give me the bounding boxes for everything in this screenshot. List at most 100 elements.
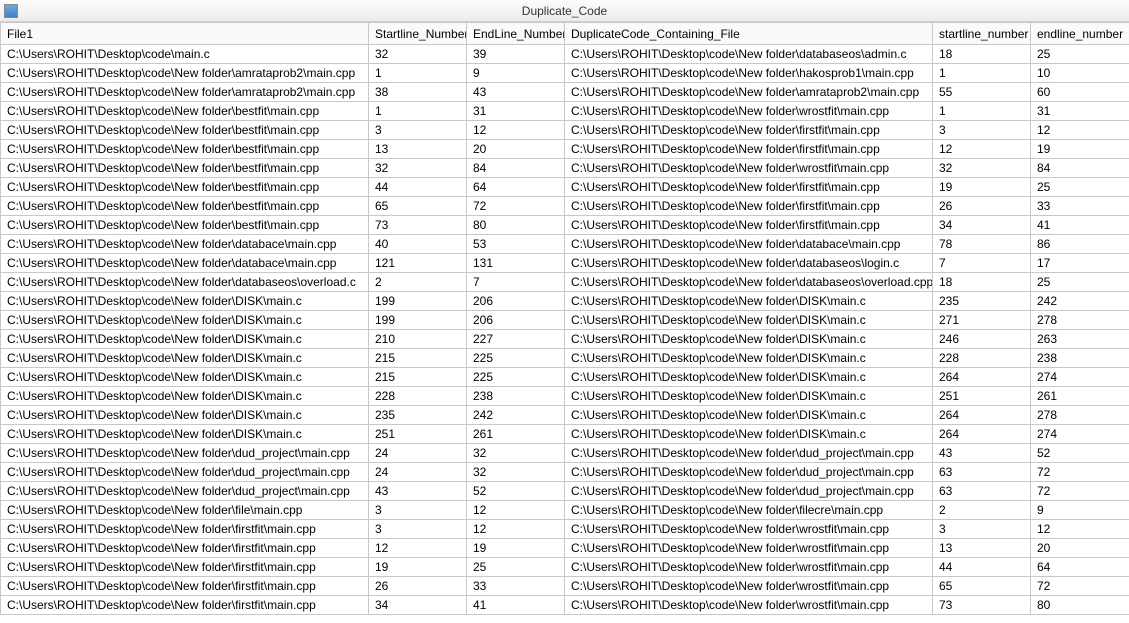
- table-cell[interactable]: 199: [369, 292, 467, 311]
- table-cell[interactable]: 215: [369, 368, 467, 387]
- table-cell[interactable]: 12: [467, 501, 565, 520]
- table-cell[interactable]: C:\Users\ROHIT\Desktop\code\New folder\d…: [565, 235, 933, 254]
- table-cell[interactable]: C:\Users\ROHIT\Desktop\code\New folder\a…: [1, 83, 369, 102]
- table-cell[interactable]: C:\Users\ROHIT\Desktop\code\New folder\D…: [565, 330, 933, 349]
- table-cell[interactable]: 26: [933, 197, 1031, 216]
- table-cell[interactable]: 55: [933, 83, 1031, 102]
- table-row[interactable]: C:\Users\ROHIT\Desktop\code\New folder\D…: [1, 330, 1129, 349]
- table-cell[interactable]: C:\Users\ROHIT\Desktop\code\New folder\f…: [565, 216, 933, 235]
- table-cell[interactable]: C:\Users\ROHIT\Desktop\code\New folder\D…: [1, 349, 369, 368]
- table-cell[interactable]: 25: [1031, 178, 1129, 197]
- table-row[interactable]: C:\Users\ROHIT\Desktop\code\main.c3239C:…: [1, 45, 1129, 64]
- table-row[interactable]: C:\Users\ROHIT\Desktop\code\New folder\D…: [1, 406, 1129, 425]
- table-cell[interactable]: 242: [467, 406, 565, 425]
- table-cell[interactable]: 63: [933, 463, 1031, 482]
- table-cell[interactable]: C:\Users\ROHIT\Desktop\code\New folder\d…: [565, 444, 933, 463]
- table-cell[interactable]: 235: [933, 292, 1031, 311]
- table-cell[interactable]: C:\Users\ROHIT\Desktop\code\New folder\D…: [1, 292, 369, 311]
- table-cell[interactable]: C:\Users\ROHIT\Desktop\code\New folder\d…: [565, 254, 933, 273]
- table-cell[interactable]: 264: [933, 406, 1031, 425]
- table-cell[interactable]: C:\Users\ROHIT\Desktop\code\New folder\b…: [1, 140, 369, 159]
- table-cell[interactable]: 238: [467, 387, 565, 406]
- table-cell[interactable]: 7: [933, 254, 1031, 273]
- table-row[interactable]: C:\Users\ROHIT\Desktop\code\New folder\b…: [1, 178, 1129, 197]
- table-cell[interactable]: C:\Users\ROHIT\Desktop\code\New folder\d…: [565, 273, 933, 292]
- table-cell[interactable]: 20: [1031, 539, 1129, 558]
- table-cell[interactable]: 72: [467, 197, 565, 216]
- table-cell[interactable]: 43: [467, 83, 565, 102]
- table-cell[interactable]: 80: [1031, 596, 1129, 615]
- table-cell[interactable]: 121: [369, 254, 467, 273]
- table-cell[interactable]: 24: [369, 444, 467, 463]
- table-row[interactable]: C:\Users\ROHIT\Desktop\code\New folder\f…: [1, 501, 1129, 520]
- col-startline-number[interactable]: Startline_Number: [369, 23, 467, 45]
- table-cell[interactable]: 274: [1031, 425, 1129, 444]
- table-row[interactable]: C:\Users\ROHIT\Desktop\code\New folder\f…: [1, 520, 1129, 539]
- table-cell[interactable]: C:\Users\ROHIT\Desktop\code\New folder\w…: [565, 159, 933, 178]
- table-row[interactable]: C:\Users\ROHIT\Desktop\code\New folder\d…: [1, 273, 1129, 292]
- table-cell[interactable]: C:\Users\ROHIT\Desktop\code\New folder\D…: [565, 387, 933, 406]
- col-duplicate-file[interactable]: DuplicateCode_Containing_File: [565, 23, 933, 45]
- table-cell[interactable]: 228: [933, 349, 1031, 368]
- table-cell[interactable]: C:\Users\ROHIT\Desktop\code\New folder\f…: [565, 501, 933, 520]
- table-cell[interactable]: C:\Users\ROHIT\Desktop\code\New folder\w…: [565, 539, 933, 558]
- table-cell[interactable]: 31: [467, 102, 565, 121]
- table-cell[interactable]: 3: [369, 501, 467, 520]
- table-row[interactable]: C:\Users\ROHIT\Desktop\code\New folder\D…: [1, 311, 1129, 330]
- table-cell[interactable]: 31: [1031, 102, 1129, 121]
- table-row[interactable]: C:\Users\ROHIT\Desktop\code\New folder\d…: [1, 482, 1129, 501]
- table-cell[interactable]: C:\Users\ROHIT\Desktop\code\New folder\b…: [1, 216, 369, 235]
- table-cell[interactable]: 72: [1031, 463, 1129, 482]
- table-cell[interactable]: 64: [467, 178, 565, 197]
- table-cell[interactable]: C:\Users\ROHIT\Desktop\code\New folder\d…: [565, 45, 933, 64]
- table-cell[interactable]: 274: [1031, 368, 1129, 387]
- table-cell[interactable]: C:\Users\ROHIT\Desktop\code\New folder\d…: [1, 463, 369, 482]
- table-cell[interactable]: 40: [369, 235, 467, 254]
- table-cell[interactable]: 86: [1031, 235, 1129, 254]
- table-cell[interactable]: 206: [467, 311, 565, 330]
- table-cell[interactable]: 26: [369, 577, 467, 596]
- table-cell[interactable]: 19: [369, 558, 467, 577]
- table-cell[interactable]: 19: [1031, 140, 1129, 159]
- table-cell[interactable]: 251: [369, 425, 467, 444]
- table-cell[interactable]: 227: [467, 330, 565, 349]
- table-cell[interactable]: 32: [467, 463, 565, 482]
- table-cell[interactable]: C:\Users\ROHIT\Desktop\code\New folder\f…: [565, 140, 933, 159]
- table-cell[interactable]: 78: [933, 235, 1031, 254]
- col-endline-number[interactable]: EndLine_Number: [467, 23, 565, 45]
- table-cell[interactable]: 261: [467, 425, 565, 444]
- table-cell[interactable]: 225: [467, 349, 565, 368]
- table-cell[interactable]: C:\Users\ROHIT\Desktop\code\New folder\a…: [565, 83, 933, 102]
- table-cell[interactable]: 72: [1031, 482, 1129, 501]
- table-cell[interactable]: 65: [369, 197, 467, 216]
- table-cell[interactable]: 210: [369, 330, 467, 349]
- table-cell[interactable]: C:\Users\ROHIT\Desktop\code\New folder\w…: [565, 577, 933, 596]
- table-row[interactable]: C:\Users\ROHIT\Desktop\code\New folder\d…: [1, 463, 1129, 482]
- table-row[interactable]: C:\Users\ROHIT\Desktop\code\New folder\D…: [1, 292, 1129, 311]
- table-cell[interactable]: 64: [1031, 558, 1129, 577]
- table-cell[interactable]: 9: [1031, 501, 1129, 520]
- table-cell[interactable]: 242: [1031, 292, 1129, 311]
- table-row[interactable]: C:\Users\ROHIT\Desktop\code\New folder\b…: [1, 159, 1129, 178]
- table-cell[interactable]: 33: [467, 577, 565, 596]
- table-cell[interactable]: 278: [1031, 406, 1129, 425]
- table-cell[interactable]: 261: [1031, 387, 1129, 406]
- table-cell[interactable]: C:\Users\ROHIT\Desktop\code\New folder\D…: [1, 330, 369, 349]
- table-cell[interactable]: C:\Users\ROHIT\Desktop\code\New folder\D…: [1, 406, 369, 425]
- table-cell[interactable]: 2: [933, 501, 1031, 520]
- table-cell[interactable]: C:\Users\ROHIT\Desktop\code\New folder\f…: [565, 197, 933, 216]
- table-cell[interactable]: C:\Users\ROHIT\Desktop\code\New folder\f…: [1, 558, 369, 577]
- table-cell[interactable]: C:\Users\ROHIT\Desktop\code\New folder\D…: [1, 368, 369, 387]
- table-row[interactable]: C:\Users\ROHIT\Desktop\code\New folder\a…: [1, 64, 1129, 83]
- table-row[interactable]: C:\Users\ROHIT\Desktop\code\New folder\d…: [1, 444, 1129, 463]
- table-cell[interactable]: C:\Users\ROHIT\Desktop\code\New folder\h…: [565, 64, 933, 83]
- table-cell[interactable]: 20: [467, 140, 565, 159]
- table-cell[interactable]: C:\Users\ROHIT\Desktop\code\New folder\b…: [1, 121, 369, 140]
- table-cell[interactable]: 84: [467, 159, 565, 178]
- table-cell[interactable]: 3: [933, 520, 1031, 539]
- table-cell[interactable]: 263: [1031, 330, 1129, 349]
- table-cell[interactable]: 1: [369, 64, 467, 83]
- table-cell[interactable]: 235: [369, 406, 467, 425]
- table-cell[interactable]: 43: [369, 482, 467, 501]
- table-cell[interactable]: 25: [1031, 273, 1129, 292]
